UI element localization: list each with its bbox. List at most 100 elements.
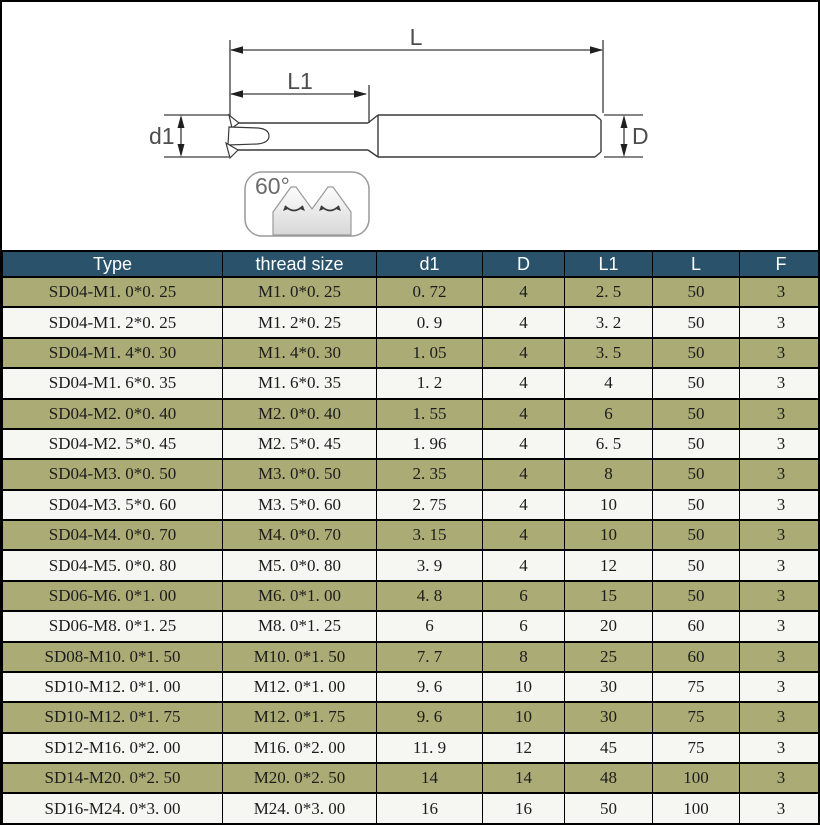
table-cell: 6. 5 [564, 427, 653, 461]
table-cell: 50 [652, 458, 740, 491]
table-cell: 50 [564, 792, 653, 823]
table-cell: 30 [564, 701, 653, 734]
table-cell: SD06-M6. 0*1. 00 [2, 579, 223, 613]
table-cell: 4 [482, 367, 565, 400]
table-cell: 20 [564, 610, 653, 643]
table-cell: SD04-M2. 0*0. 40 [2, 397, 223, 430]
table-cell: 1. 2 [376, 367, 483, 400]
table-cell: M5. 0*0. 80 [222, 549, 377, 582]
table-row: SD14-M20. 0*2. 50 M20. 0*2. 50 14 14 48 100 3 [2, 761, 818, 795]
tool-drawing [225, 113, 602, 160]
table-cell: 30 [564, 670, 653, 704]
table-cell: 50 [652, 427, 740, 461]
table-cell: 50 [652, 275, 740, 309]
table-cell: 14 [482, 761, 565, 795]
table-cell: SD04-M4. 0*0. 70 [2, 518, 223, 552]
table-cell: 50 [652, 397, 740, 430]
column-header: d1 [376, 250, 483, 278]
table-cell: M1. 2*0. 25 [222, 306, 377, 339]
spec-table: Type thread size d1 D L1 L F SD04-M1. 0*0. 25 M… [2, 250, 818, 823]
table-cell: 8 [564, 458, 653, 491]
column-header: thread size [222, 250, 377, 278]
table-cell: 3 [739, 640, 818, 673]
table-row: SD04-M1. 4*0. 30 M1. 4*0. 30 1. 05 4 3. 5 50 3 [2, 336, 818, 370]
table-cell: 3 [739, 670, 818, 704]
spec-table-body: SD04-M1. 0*0. 25 M1. 0*0. 25 0. 72 4 2. 5 50 3… [2, 275, 818, 823]
table-row: SD04-M3. 5*0. 60 M3. 5*0. 60 2. 75 4 10 50 3 [2, 488, 818, 522]
table-row: SD06-M8. 0*1. 25 M8. 0*1. 25 6 6 20 60 3 [2, 610, 818, 643]
table-cell: 12 [482, 731, 565, 765]
table-cell: 3 [739, 397, 818, 430]
column-header: D [482, 250, 565, 278]
table-cell: 3 [739, 549, 818, 582]
table-cell: M6. 0*1. 00 [222, 579, 377, 613]
table-cell: 3 [739, 367, 818, 400]
table-cell: 6 [376, 610, 483, 643]
table-cell: 3 [739, 792, 818, 823]
column-header: L [652, 250, 740, 278]
tool-dimension-diagram: L L1 d1 [2, 2, 818, 250]
table-cell: 6 [564, 397, 653, 430]
table-cell: SD12-M16. 0*2. 00 [2, 731, 223, 765]
label-thread-angle: 60° [255, 173, 290, 199]
table-cell: 14 [376, 761, 483, 795]
table-cell: 11. 9 [376, 731, 483, 765]
table-cell: 1. 55 [376, 397, 483, 430]
table-cell: 6 [482, 610, 565, 643]
table-cell: 4 [482, 549, 565, 582]
table-header-row: Type thread size d1 D L1 L F [2, 250, 818, 278]
table-cell: 9. 6 [376, 670, 483, 704]
table-row: SD04-M3. 0*0. 50 M3. 0*0. 50 2. 35 4 8 50 3 [2, 458, 818, 491]
table-cell: SD06-M8. 0*1. 25 [2, 610, 223, 643]
table-cell: 50 [652, 367, 740, 400]
table-cell: 3 [739, 579, 818, 613]
dimension-d1: d1 [149, 114, 229, 158]
table-cell: 50 [652, 336, 740, 370]
table-cell: 50 [652, 488, 740, 522]
table-cell: M10. 0*1. 50 [222, 640, 377, 673]
column-header: Type [2, 250, 223, 278]
table-cell: 50 [652, 306, 740, 339]
table-row: SD04-M1. 0*0. 25 M1. 0*0. 25 0. 72 4 2. 5 50 3 [2, 275, 818, 309]
table-cell: 3. 9 [376, 549, 483, 582]
table-cell: 2. 35 [376, 458, 483, 491]
table-cell: 48 [564, 761, 653, 795]
label-L: L [410, 24, 423, 50]
table-cell: 75 [652, 701, 740, 734]
table-cell: SD04-M1. 4*0. 30 [2, 336, 223, 370]
dimension-L: L [229, 24, 604, 119]
table-cell: 3 [739, 306, 818, 339]
table-cell: 50 [652, 549, 740, 582]
dimension-L1: L1 [230, 68, 370, 123]
table-cell: M1. 0*0. 25 [222, 275, 377, 309]
table-cell: 1. 05 [376, 336, 483, 370]
table-cell: SD04-M1. 2*0. 25 [2, 306, 223, 339]
table-row: SD16-M24. 0*3. 00 M24. 0*3. 00 16 16 50 100 3 [2, 792, 818, 823]
table-cell: 3 [739, 518, 818, 552]
table-cell: 100 [652, 761, 740, 795]
table-cell: 3 [739, 427, 818, 461]
dimension-D: D [604, 114, 649, 158]
table-cell: M8. 0*1. 25 [222, 610, 377, 643]
table-cell: 4 [482, 518, 565, 552]
table-cell: M4. 0*0. 70 [222, 518, 377, 552]
table-cell: 10 [564, 518, 653, 552]
table-cell: 4 [482, 275, 565, 309]
table-cell: 9. 6 [376, 701, 483, 734]
label-d1: d1 [149, 123, 175, 149]
table-cell: 3. 5 [564, 336, 653, 370]
table-cell: 3. 15 [376, 518, 483, 552]
table-cell: 3 [739, 731, 818, 765]
table-cell: 100 [652, 792, 740, 823]
table-row: SD08-M10. 0*1. 50 M10. 0*1. 50 7. 7 8 25 60 3 [2, 640, 818, 673]
table-cell: SD16-M24. 0*3. 00 [2, 792, 223, 823]
table-cell: 60 [652, 640, 740, 673]
table-cell: 3 [739, 610, 818, 643]
table-cell: 50 [652, 518, 740, 552]
table-cell: 1. 96 [376, 427, 483, 461]
table-cell: 25 [564, 640, 653, 673]
table-row: SD04-M2. 5*0. 45 M2. 5*0. 45 1. 96 4 6. 5 50 3 [2, 427, 818, 461]
table-cell: 50 [652, 579, 740, 613]
table-cell: 4 [482, 336, 565, 370]
table-cell: M1. 4*0. 30 [222, 336, 377, 370]
